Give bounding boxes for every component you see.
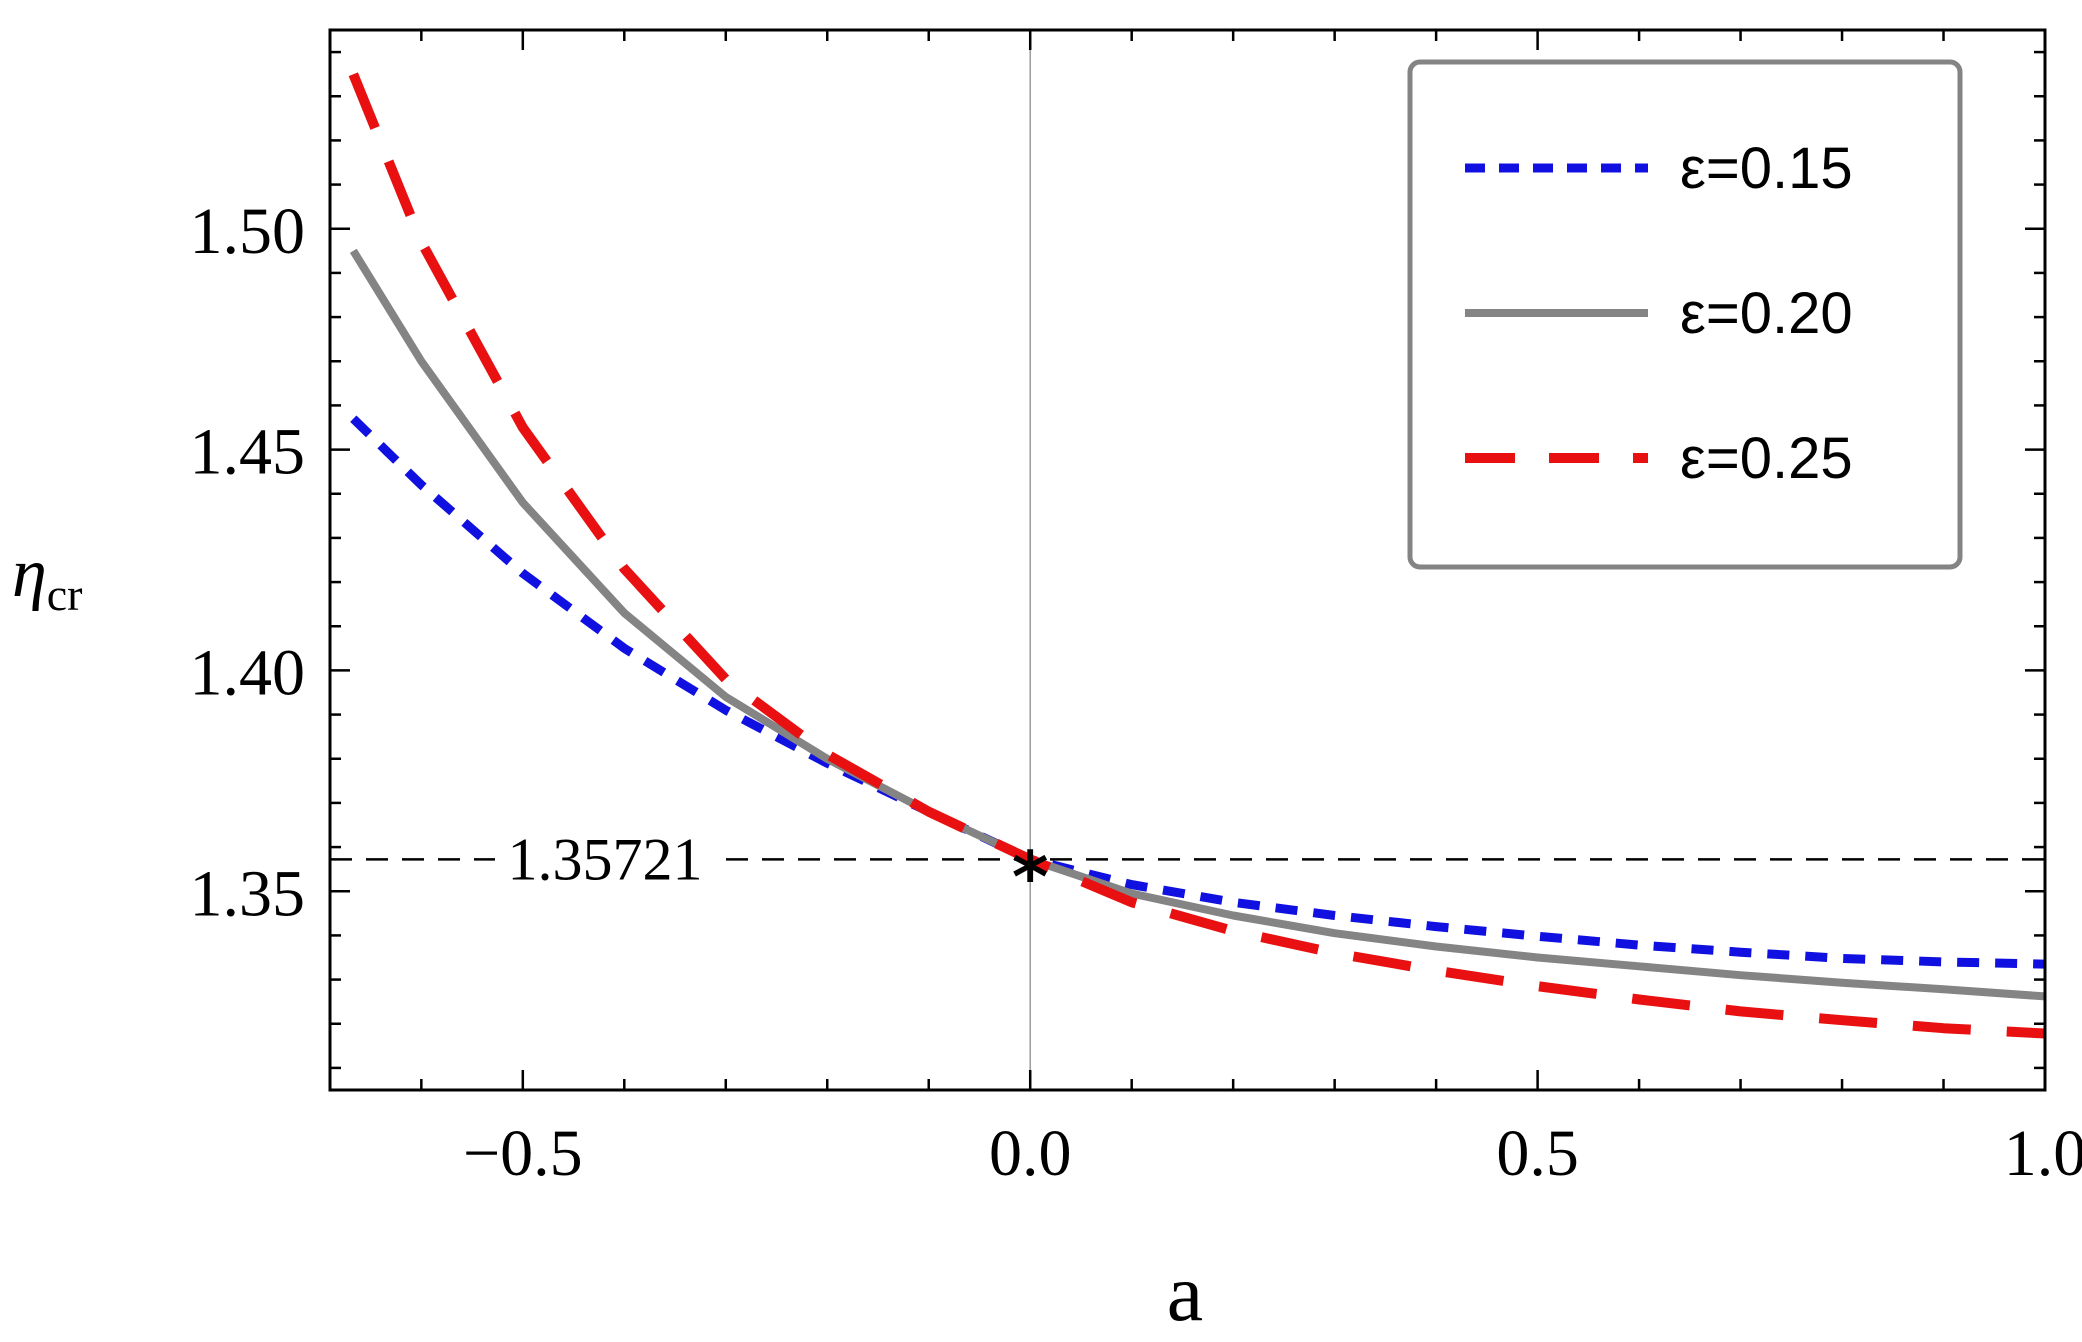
x-tick-label: 1.0 xyxy=(2004,1117,2082,1190)
legend-label-2: ε=0.20 xyxy=(1680,281,1853,346)
y-tick-label: 1.45 xyxy=(190,416,306,489)
x-tick-label: −0.5 xyxy=(463,1117,583,1190)
series-line-2 xyxy=(349,248,2046,1001)
legend-box xyxy=(1407,59,1963,570)
x-axis-title: a xyxy=(1167,1247,1203,1338)
x-tick-label: 0.0 xyxy=(989,1117,1072,1190)
series-line-1 xyxy=(350,415,2046,969)
legend: ε=0.15 ε=0.20 ε=0.25 xyxy=(1407,59,1963,570)
intersection-marker: * xyxy=(1012,836,1049,918)
series-line-3 xyxy=(348,72,2046,1039)
y-axis-title-subscript: cr xyxy=(47,569,83,620)
series-layer: * xyxy=(348,72,2046,1039)
legend-label-3: ε=0.25 xyxy=(1680,426,1853,491)
y-axis-title: ηcr xyxy=(12,535,82,620)
plot-frame xyxy=(328,28,2047,1092)
y-tick-label: 1.35 xyxy=(190,857,306,930)
reference-line-label: 1.35721 xyxy=(508,826,703,892)
y-tick-label: 1.50 xyxy=(190,195,306,268)
axis-ticks xyxy=(330,30,2047,1090)
y-axis-title-symbol: η xyxy=(12,535,47,612)
tick-labels: −0.5 0.0 0.5 1.0 1.35 1.40 1.45 1.50 xyxy=(190,195,2082,1190)
plot-frame-border xyxy=(328,28,2047,1092)
x-tick-label: 0.5 xyxy=(1496,1117,1579,1190)
legend-label-1: ε=0.15 xyxy=(1680,136,1853,201)
reference-label-background xyxy=(495,815,725,886)
y-tick-label: 1.40 xyxy=(190,636,306,709)
reference-layer: 1.35721 xyxy=(330,30,2045,1090)
